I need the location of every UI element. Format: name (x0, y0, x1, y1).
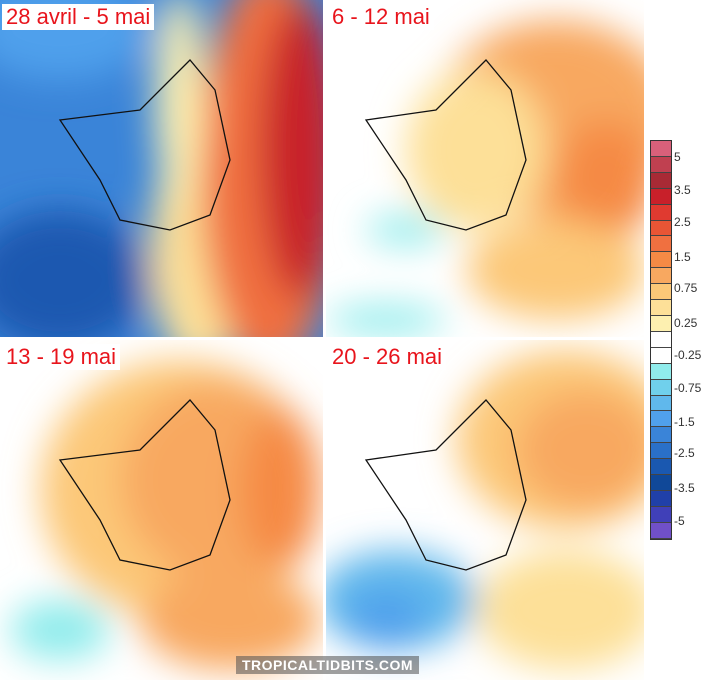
legend-label: 0.75 (674, 281, 698, 295)
legend-bin (651, 156, 671, 173)
legend-label: 5 (674, 150, 681, 164)
legend-bin (651, 475, 671, 491)
legend-bin (651, 268, 671, 285)
panel-title: 28 avril - 5 mai (2, 4, 155, 30)
anomaly-map (326, 0, 644, 337)
legend-label: 0.25 (674, 316, 698, 330)
map-panel-week2: 6 - 12 mai (326, 0, 644, 337)
map-panel-week4: 20 - 26 mai (326, 340, 644, 680)
legend-label: -3.5 (674, 481, 695, 495)
legend-bin (651, 379, 671, 396)
legend-bin (651, 172, 671, 189)
legend-label: -1.5 (674, 415, 695, 429)
anomaly-map (0, 340, 323, 680)
panel-title: 6 - 12 mai (328, 4, 434, 30)
legend-bin (651, 443, 671, 460)
legend-label: -2.5 (674, 446, 695, 460)
legend-bin (651, 204, 671, 221)
legend-bin (651, 188, 671, 205)
legend-bin (651, 427, 671, 444)
legend-label: -0.25 (674, 348, 702, 362)
legend-label: 3.5 (674, 183, 691, 197)
legend-bin (651, 363, 671, 380)
map-panel-week1: 28 avril - 5 mai (0, 0, 323, 337)
legend-bin (651, 459, 671, 476)
legend-bin (651, 284, 671, 301)
legend-bin (651, 220, 671, 237)
panel-title: 20 - 26 mai (328, 344, 447, 370)
legend-bin (651, 331, 671, 348)
legend-bin (651, 141, 671, 157)
legend-bin (651, 411, 671, 428)
legend-bin (651, 522, 671, 539)
legend-label: -0.75 (674, 381, 702, 395)
legend-bin (651, 300, 671, 316)
legend-label: -5 (674, 514, 685, 528)
watermark: TROPICALTIDBITS.COM (236, 656, 420, 674)
legend-bin (651, 236, 671, 253)
legend-bin (651, 395, 671, 412)
legend-bin (651, 506, 671, 523)
panel-title: 13 - 19 mai (2, 344, 121, 370)
legend-label: 2.5 (674, 215, 691, 229)
map-panel-week3: 13 - 19 mai (0, 340, 323, 680)
legend-bin (651, 315, 671, 332)
legend-bin (651, 347, 671, 364)
legend-bin (651, 252, 671, 269)
anomaly-map (326, 340, 644, 680)
anomaly-map (0, 0, 323, 337)
legend-bin (651, 490, 671, 507)
color-scale-legend (650, 140, 672, 540)
legend-label: 1.5 (674, 250, 691, 264)
